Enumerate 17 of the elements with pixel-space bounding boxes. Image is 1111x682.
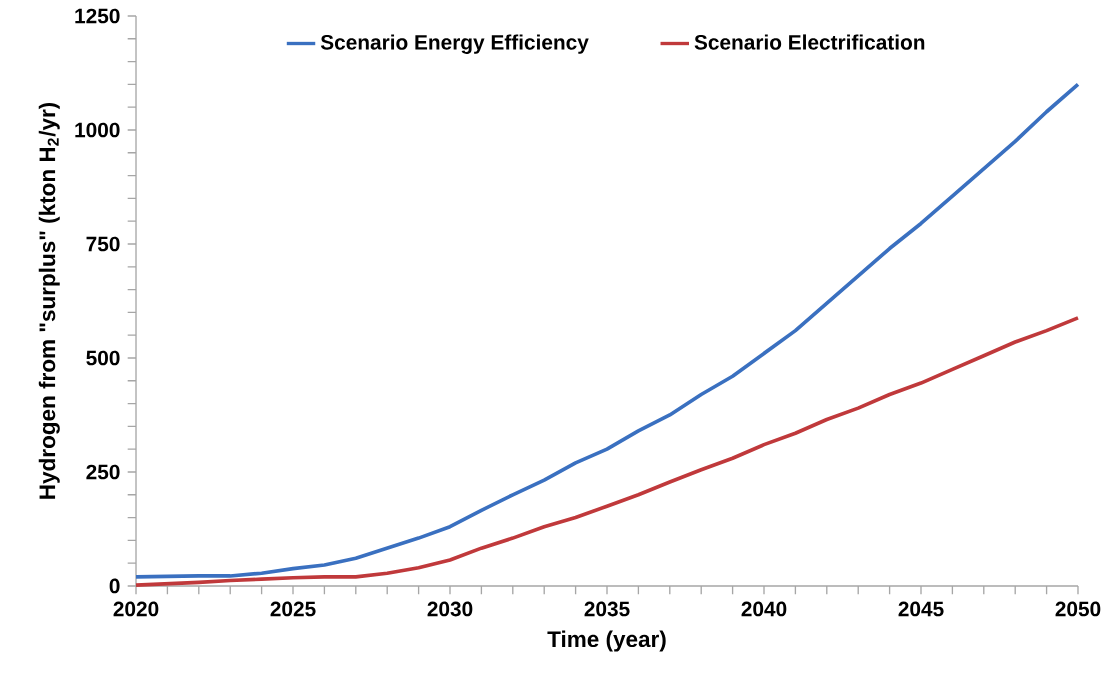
y-axis-title: Hydrogen from "surplus" (kton H$_{2}$/yr) xyxy=(38,102,60,499)
y-tick-label: 250 xyxy=(86,464,120,480)
y-tick-label: 1250 xyxy=(75,8,120,24)
x-tick-label: 2040 xyxy=(741,601,787,617)
y-tick-label: 1000 xyxy=(75,122,120,138)
legend-label: Scenario Electrification xyxy=(694,34,925,50)
y-tick-label: 500 xyxy=(86,350,120,366)
x-tick-label: 2020 xyxy=(113,601,159,617)
x-axis-title: Time (year) xyxy=(547,630,666,652)
x-tick-label: 2050 xyxy=(1055,601,1101,617)
y-tick-label: 750 xyxy=(86,236,120,252)
x-tick-label: 2045 xyxy=(898,601,944,617)
y-tick-label: 0 xyxy=(109,578,120,594)
x-tick-label: 2035 xyxy=(584,601,630,617)
x-tick-label: 2030 xyxy=(427,601,473,617)
legend-label: Scenario Energy Efficiency xyxy=(320,34,589,54)
x-tick-label: 2025 xyxy=(270,601,316,617)
